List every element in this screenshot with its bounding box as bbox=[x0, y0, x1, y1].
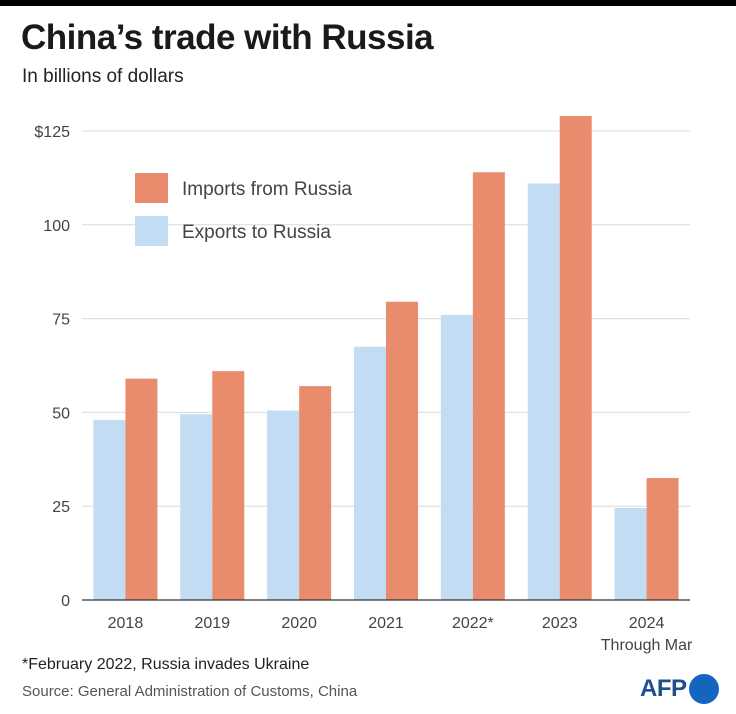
legend-label: Imports from Russia bbox=[182, 179, 352, 200]
bar-exports-0 bbox=[93, 419, 126, 600]
chart-title: China’s trade with Russia bbox=[21, 18, 434, 57]
x-category-label: 2020 bbox=[281, 615, 317, 632]
bar-exports-3 bbox=[354, 346, 386, 600]
legend-swatch bbox=[135, 173, 168, 203]
legend: Imports from Russia Exports to Russia bbox=[135, 173, 352, 246]
bar-exports-4 bbox=[440, 314, 473, 600]
bar-imports-6 bbox=[646, 478, 679, 600]
y-tick-label: 0 bbox=[61, 593, 70, 610]
legend-swatch bbox=[135, 216, 168, 246]
x-category-label: 2021 bbox=[368, 615, 404, 632]
y-tick-label: 100 bbox=[43, 218, 70, 235]
y-tick-label: 50 bbox=[52, 405, 70, 422]
bar-imports-5 bbox=[559, 115, 592, 600]
bar-exports-1 bbox=[180, 414, 213, 600]
afp-logo-dot-icon bbox=[688, 674, 719, 704]
chart-subtitle: In billions of dollars bbox=[22, 66, 184, 87]
y-tick-label: 25 bbox=[52, 499, 70, 516]
y-tick-label: 75 bbox=[52, 312, 70, 329]
bar-imports-0 bbox=[125, 378, 158, 600]
bar-exports-6 bbox=[614, 508, 647, 600]
x-category-label: 2019 bbox=[194, 615, 230, 632]
top-rule bbox=[0, 0, 736, 6]
x-category-label: 2022* bbox=[452, 615, 494, 632]
afp-logo: AFP bbox=[640, 673, 719, 705]
x-axis-category-labels: 2018 2019 2020 2021 2022* 2023 2024 Through Mar bbox=[108, 615, 693, 654]
source-line: Source: General Administration of Custom… bbox=[22, 683, 358, 700]
x-category-label: 2023 bbox=[542, 615, 578, 632]
afp-logo-text: AFP bbox=[640, 675, 687, 702]
bar-imports-1 bbox=[212, 371, 245, 600]
footnote: *February 2022, Russia invades Ukraine bbox=[22, 656, 310, 673]
bar-imports-3 bbox=[386, 301, 418, 600]
bars bbox=[93, 115, 679, 600]
y-axis-tick-labels: 0 25 50 75 100 $125 bbox=[34, 124, 70, 610]
bar-exports-5 bbox=[527, 183, 560, 600]
x-category-label: 2018 bbox=[108, 615, 144, 632]
x-category-label: 2024 Through Mar bbox=[601, 615, 693, 654]
bar-imports-4 bbox=[472, 172, 505, 600]
y-tick-label: $125 bbox=[34, 124, 70, 141]
legend-label: Exports to Russia bbox=[182, 222, 331, 243]
bar-imports-2 bbox=[299, 386, 332, 600]
bar-exports-2 bbox=[267, 410, 300, 600]
